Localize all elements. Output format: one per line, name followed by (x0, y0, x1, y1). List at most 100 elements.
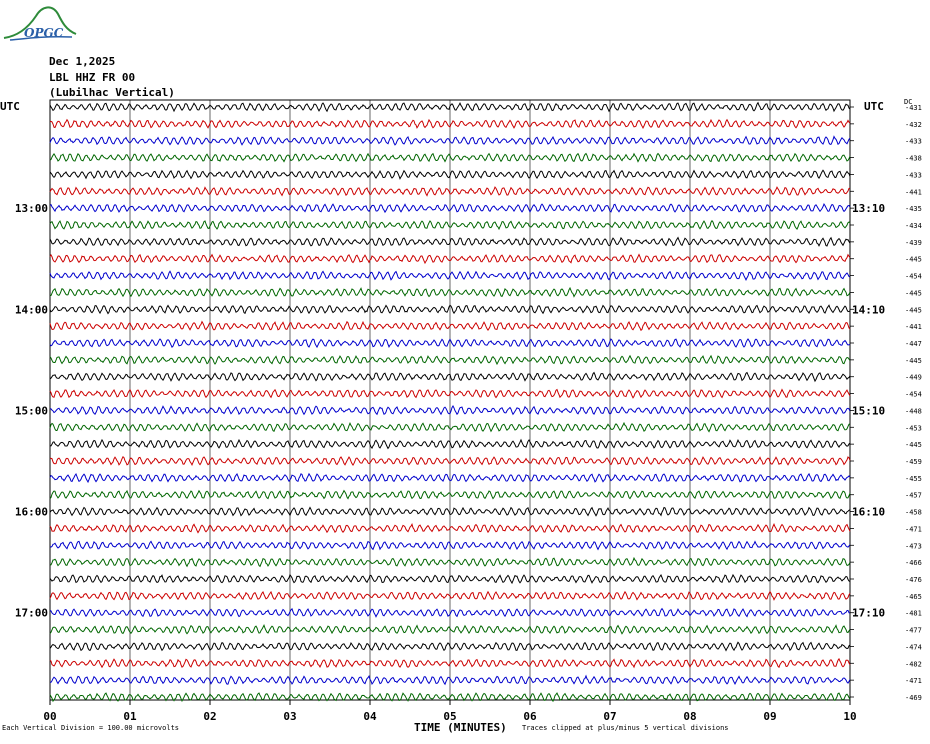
dc-offset-label: -476 (905, 576, 922, 584)
x-tick-label: 10 (843, 710, 856, 723)
dc-offset-label: -432 (905, 121, 922, 129)
dc-offset-label: -454 (905, 391, 922, 399)
trace-row-18 (49, 388, 851, 399)
dc-offset-label: -455 (905, 475, 922, 483)
x-tick-label: 09 (763, 710, 776, 723)
x-tick-label: 05 (443, 710, 456, 723)
trace-row-8 (49, 219, 851, 231)
trace-row-35 (49, 674, 851, 686)
dc-offset-label: -438 (905, 155, 922, 163)
trace-row-17 (49, 371, 851, 383)
trace-row-11 (49, 270, 851, 282)
x-axis-title: TIME (MINUTES) (414, 721, 507, 734)
trace-row-36 (49, 692, 851, 703)
right-hour-label: 15:10 (852, 404, 885, 417)
trace-row-5 (49, 169, 851, 180)
dc-offset-label: -447 (905, 340, 922, 348)
dc-offset-label: -471 (905, 525, 922, 533)
trace-row-22 (49, 455, 851, 467)
dc-offset-label: -465 (905, 593, 922, 601)
dc-offset-label: -457 (905, 492, 922, 500)
dc-offset-label: -458 (905, 509, 922, 517)
dc-offset-label: -435 (905, 205, 922, 213)
right-hour-label: 16:10 (852, 506, 885, 519)
x-tick-label: 06 (523, 710, 537, 723)
x-tick-label: 00 (43, 710, 56, 723)
dc-offset-label: -466 (905, 559, 922, 567)
x-tick-label: 04 (363, 710, 377, 723)
dc-offset-label: -439 (905, 239, 922, 247)
dc-offset-label: -471 (905, 677, 922, 685)
station-name: (Lubilhac Vertical) (49, 86, 175, 99)
dc-offset-label: -445 (905, 289, 922, 297)
trace-row-19 (49, 405, 851, 416)
left-hour-label: 14:00 (15, 303, 48, 316)
x-tick-label: 07 (603, 710, 616, 723)
trace-row-12 (49, 286, 851, 298)
right-hour-label: 17:10 (852, 607, 885, 620)
logo-text: OPGC (24, 26, 64, 40)
trace-row-14 (49, 320, 851, 332)
dc-offset-label: -477 (905, 627, 922, 635)
left-hour-label: 15:00 (15, 404, 48, 417)
x-tick-label: 01 (123, 710, 137, 723)
x-tick-label: 08 (683, 710, 696, 723)
dc-offset-label: -433 (905, 138, 922, 146)
dc-offset-label: -449 (905, 374, 922, 382)
trace-row-7 (49, 203, 851, 214)
trace-row-13 (49, 304, 851, 315)
trace-row-26 (49, 523, 851, 534)
dc-label: DC (904, 98, 913, 106)
x-tick-label: 03 (283, 710, 296, 723)
trace-row-21 (49, 438, 851, 450)
dc-offset-label: -473 (905, 542, 922, 550)
dc-offset-label: -481 (905, 610, 922, 618)
trace-row-15 (49, 338, 851, 349)
dc-offset-label: -441 (905, 323, 922, 331)
trace-row-24 (49, 489, 851, 500)
dc-offset-label: -474 (905, 643, 922, 651)
right-utc-label: UTC (864, 100, 884, 113)
trace-row-2 (49, 118, 851, 129)
dc-offset-label: -445 (905, 256, 922, 264)
station-code: LBL HHZ FR 00 (49, 71, 136, 84)
dc-offset-label: -441 (905, 188, 922, 196)
trace-row-31 (49, 607, 851, 618)
dc-offset-label: -482 (905, 660, 922, 668)
dc-offset-label: -459 (905, 458, 922, 466)
x-tick-label: 02 (203, 710, 216, 723)
trace-row-28 (49, 556, 851, 568)
dc-offset-label: -445 (905, 306, 922, 314)
dc-offset-label: -453 (905, 424, 922, 432)
dc-offset-label: -433 (905, 171, 922, 179)
dc-offset-label: -445 (905, 357, 922, 365)
trace-row-3 (49, 135, 851, 146)
trace-row-25 (49, 506, 851, 517)
trace-row-33 (49, 641, 851, 652)
dc-offset-label: -434 (905, 222, 922, 230)
dc-offset-label: -445 (905, 441, 922, 449)
left-utc-label: UTC (0, 100, 20, 113)
clip-note: Traces clipped at plus/minus 5 vertical … (522, 724, 729, 732)
dc-offset-label: -454 (905, 273, 922, 281)
dc-offset-label: -469 (905, 694, 922, 702)
trace-row-29 (49, 573, 851, 585)
trace-row-30 (49, 590, 851, 601)
trace-row-32 (49, 623, 851, 635)
trace-row-16 (49, 354, 851, 366)
dc-offset-label: -431 (905, 104, 922, 112)
dc-offset-label: -448 (905, 407, 922, 415)
left-hour-label: 17:00 (15, 607, 48, 620)
scale-note: Each Vertical Division = 100.00 microvol… (2, 724, 180, 732)
right-hour-label: 14:10 (852, 303, 885, 316)
left-hour-label: 16:00 (15, 506, 48, 519)
trace-row-20 (49, 421, 851, 433)
trace-row-9 (49, 236, 851, 247)
trace-row-4 (49, 152, 851, 163)
trace-row-10 (49, 253, 851, 265)
trace-row-23 (49, 472, 851, 484)
opgc-logo: OPGC (0, 0, 80, 44)
trace-row-1 (49, 101, 851, 113)
trace-row-6 (49, 186, 851, 197)
